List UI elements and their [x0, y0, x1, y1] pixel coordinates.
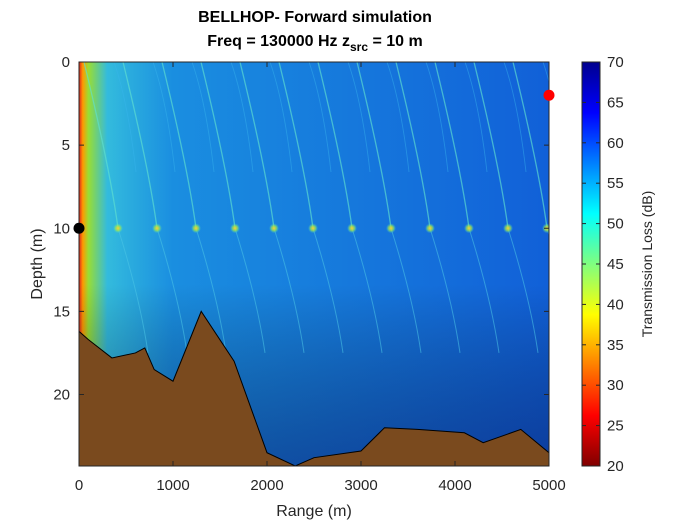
ray-branch-lower — [351, 228, 383, 353]
colorbar-ticks: 20 25 30 35 40 45 50 55 60 65 70 — [582, 54, 624, 475]
ray-branch-upper — [83, 62, 119, 229]
ray-branch-upper — [473, 62, 509, 229]
x-tick-label: 2000 — [250, 477, 283, 494]
colorbar-tick-label: 60 — [607, 135, 624, 152]
y-axis-ticks: 0 5 10 15 20 — [53, 54, 549, 404]
ray-branch-upper — [278, 62, 314, 229]
ray-branch-upper — [239, 62, 275, 229]
chart-title-line2: Freq = 130000 Hz zsrc = 10 m — [207, 33, 422, 54]
colorbar-tick-label: 70 — [607, 54, 624, 71]
colorbar-tick-label: 30 — [607, 377, 624, 394]
ray-branch-surface — [152, 62, 176, 173]
receiver-marker — [543, 89, 555, 101]
colorbar-tick-label: 45 — [607, 256, 624, 273]
ray-branch-upper — [200, 62, 236, 229]
markers — [73, 89, 555, 234]
ray-branch-surface — [269, 62, 293, 173]
ray-branch-lower — [273, 228, 305, 353]
ray-branch-lower — [312, 228, 344, 353]
y-tick-label: 15 — [53, 303, 70, 320]
ray-branch-surface — [542, 62, 549, 84]
ray-branch-upper — [161, 62, 197, 229]
ray-branch-surface — [386, 62, 410, 173]
plot-area — [78, 61, 550, 467]
ray-branch-upper — [434, 62, 470, 229]
colorbar-tick-label: 20 — [607, 458, 624, 475]
ray-branch-surface — [113, 62, 137, 173]
ray-branch-surface — [347, 62, 371, 173]
x-axis-ticks: 0 1000 2000 3000 4000 5000 — [75, 62, 566, 494]
ray-branch-surface — [308, 62, 332, 173]
ray-branch-lower — [117, 228, 149, 353]
colorbar-tick-label: 55 — [607, 175, 624, 192]
ray-branch-lower — [468, 228, 500, 353]
caustic-point — [269, 223, 279, 234]
x-tick-label: 5000 — [532, 477, 565, 494]
ray-branch-lower — [390, 228, 422, 353]
x-tick-label: 0 — [75, 477, 83, 494]
ray-branch-upper — [122, 62, 158, 229]
caustic-point — [347, 223, 357, 234]
y-tick-label: 10 — [53, 220, 70, 237]
title-line2-prefix: Freq = 130000 Hz z — [207, 33, 350, 50]
colorbar-tick-label: 40 — [607, 296, 624, 313]
caustic-point — [503, 223, 513, 234]
colorbar-label: Transmission Loss (dB) — [639, 191, 655, 338]
colorbar-tick-label: 25 — [607, 418, 624, 435]
x-tick-label: 3000 — [344, 477, 377, 494]
title-line2-subscript: src — [350, 40, 368, 54]
ray-branch-lower — [234, 228, 266, 353]
ray-branch-lower — [195, 228, 227, 353]
y-tick-label: 20 — [53, 387, 70, 404]
axes-frame — [78, 61, 550, 467]
caustic-point — [386, 223, 396, 234]
y-tick-label: 0 — [62, 54, 70, 71]
ray-branch-upper — [395, 62, 431, 229]
x-tick-label: 4000 — [438, 477, 471, 494]
y-tick-label: 5 — [62, 137, 70, 154]
ray-branch-lower — [156, 228, 188, 353]
colorbar: 20 25 30 35 40 45 50 55 60 65 70 Transmission Loss… — [581, 54, 655, 475]
chart-title-line1: BELLHOP- Forward simulation — [198, 9, 432, 26]
ray-branch-surface — [464, 62, 488, 173]
ray-arrivals — [83, 62, 549, 353]
ray-branch-lower — [429, 228, 461, 353]
caustic-point — [308, 223, 318, 234]
seabed-bathymetry — [78, 310, 550, 467]
ray-branch-upper — [317, 62, 353, 229]
colorbar-tick-label: 65 — [607, 94, 624, 111]
ray-branch-lower — [546, 228, 549, 237]
caustic-point — [464, 223, 474, 234]
caustic-point — [230, 223, 240, 234]
x-axis-label: Range (m) — [276, 503, 352, 520]
caustic-point — [425, 223, 435, 234]
ray-branch-surface — [503, 62, 527, 173]
ray-branch-lower — [507, 228, 539, 353]
caustic-point — [191, 223, 201, 234]
title-line2-suffix: = 10 m — [368, 33, 423, 50]
source-marker — [73, 222, 85, 234]
ray-branch-surface — [191, 62, 215, 173]
ray-branch-upper — [356, 62, 392, 229]
caustic-point — [152, 223, 162, 234]
colorbar-tick-label: 35 — [607, 337, 624, 354]
ray-branch-surface — [425, 62, 449, 173]
colorbar-tick-label: 50 — [607, 216, 624, 233]
ray-branch-surface — [230, 62, 254, 173]
x-tick-label: 1000 — [156, 477, 189, 494]
ray-branch-upper — [512, 62, 548, 229]
caustic-point — [113, 223, 123, 234]
y-axis-label: Depth (m) — [29, 228, 46, 299]
